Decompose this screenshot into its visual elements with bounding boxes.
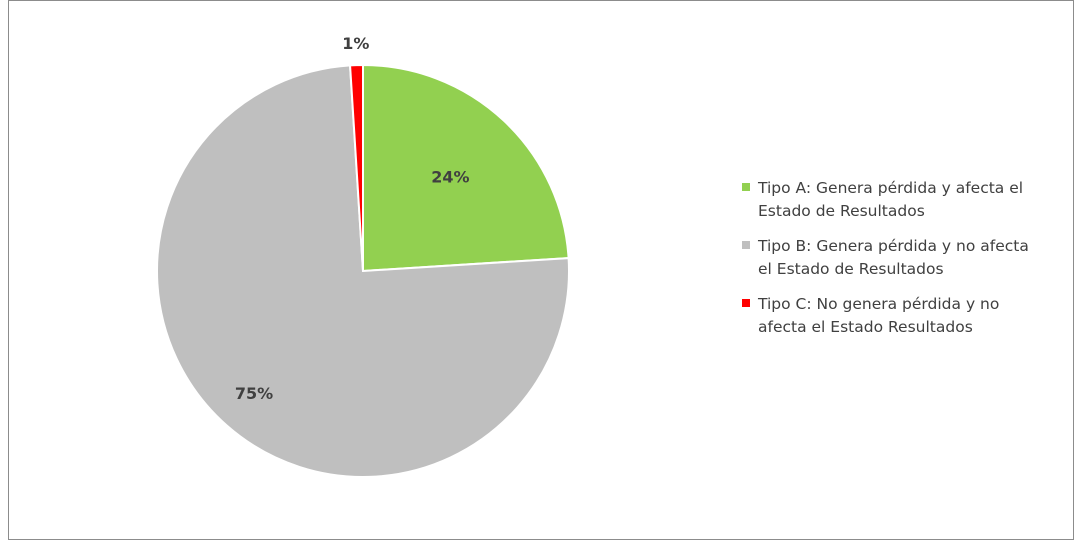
legend-swatch-tipo-c [742, 299, 750, 307]
legend: Tipo A: Genera pérdida y afecta el Estad… [742, 177, 1072, 351]
pie-chart: 24% 75% 1% [156, 34, 570, 478]
legend-label-tipo-b: Tipo B: Genera pérdida y no afecta el Es… [758, 237, 1029, 278]
legend-swatch-tipo-a [742, 183, 750, 191]
legend-label-tipo-a: Tipo A: Genera pérdida y afecta el Estad… [758, 179, 1024, 220]
legend-swatch-tipo-b [742, 241, 750, 249]
legend-item-tipo-a: Tipo A: Genera pérdida y afecta el Estad… [742, 177, 1072, 223]
data-label-tipo-b: 75% [235, 384, 273, 403]
pie-data-labels: 24% 75% 1% [235, 34, 470, 403]
pie-slice-tipo-a [362, 63, 570, 273]
pie-slices [156, 63, 570, 478]
legend-item-tipo-c: Tipo C: No genera pérdida y no afecta el… [742, 293, 1072, 339]
legend-label-tipo-c: Tipo C: No genera pérdida y no afecta el… [758, 295, 1000, 336]
pie-slice-tipo-b [156, 64, 570, 478]
legend-item-tipo-b: Tipo B: Genera pérdida y no afecta el Es… [742, 235, 1072, 281]
data-label-tipo-c: 1% [342, 34, 369, 53]
data-label-tipo-a: 24% [431, 167, 469, 186]
pie-slice-tipo-c [349, 63, 364, 272]
chart-area: 24% 75% 1% Tipo A: Genera pérdida y afecta… [8, 0, 1074, 540]
